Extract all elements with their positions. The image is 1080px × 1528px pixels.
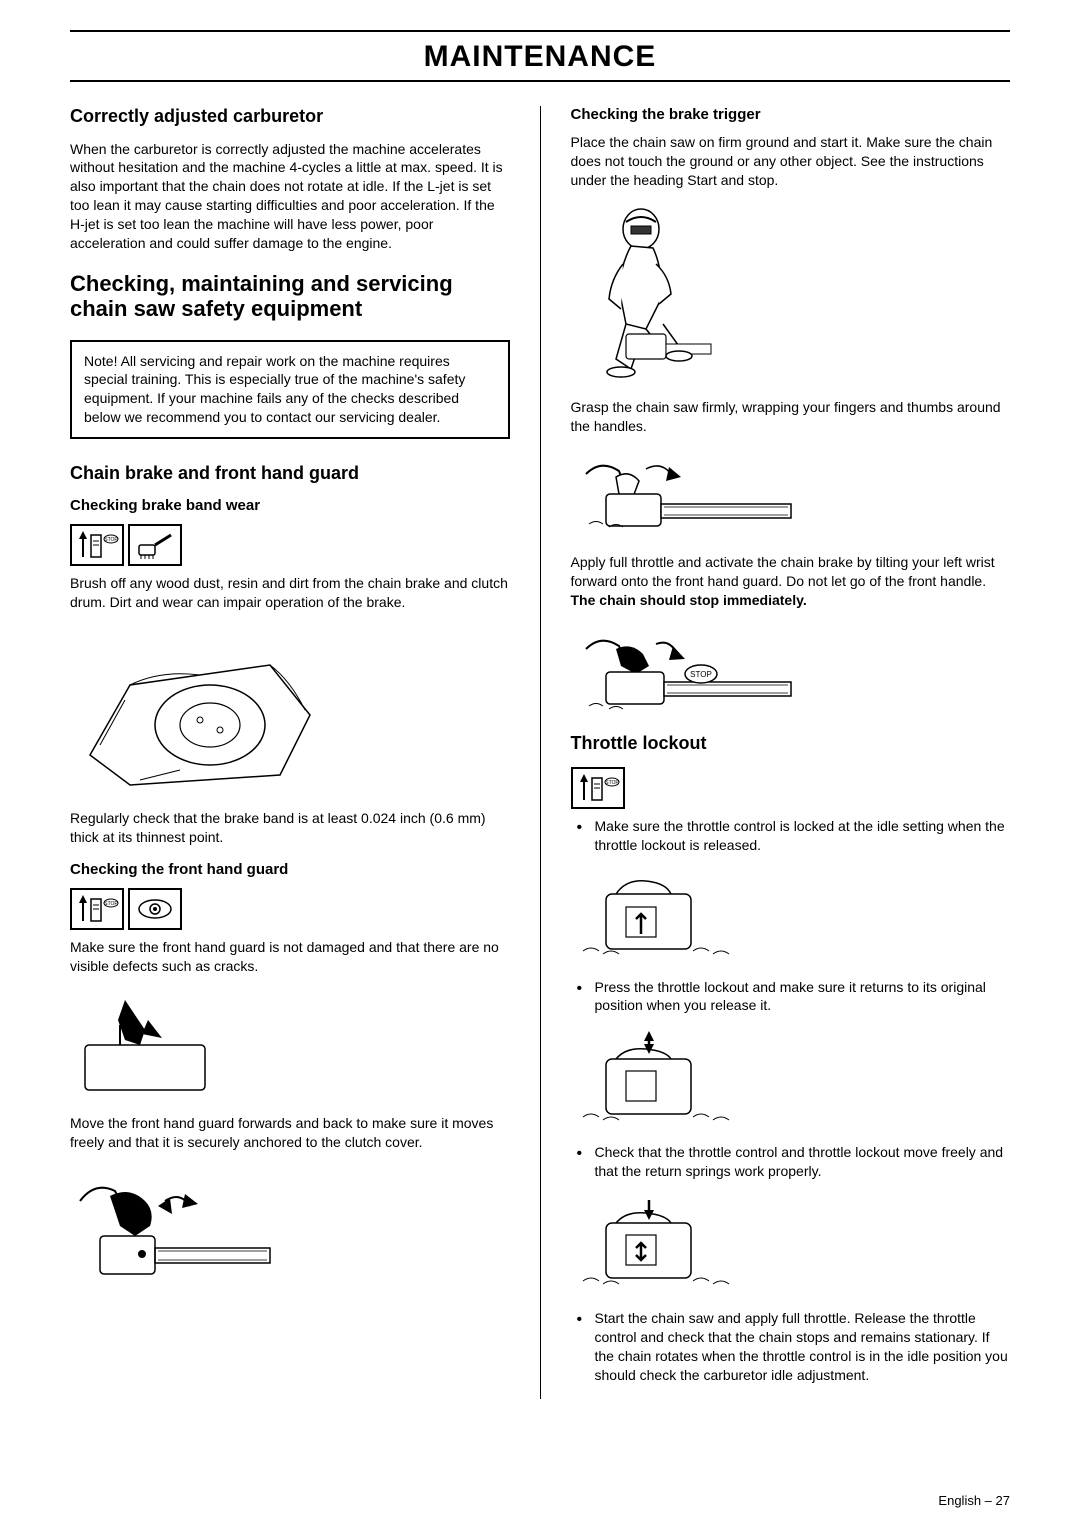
- note-box: Note! All servicing and repair work on t…: [70, 340, 510, 440]
- footer-lang: English: [938, 1493, 981, 1508]
- para-trigger-3b: The chain should stop immediately.: [571, 592, 807, 608]
- throttle-bullets-3: Check that the throttle control and thro…: [571, 1143, 1011, 1181]
- para-trigger-3: Apply full throttle and activate the cha…: [571, 553, 1011, 610]
- left-column: Correctly adjusted carburetor When the c…: [70, 106, 510, 1399]
- bullet-1: Make sure the throttle control is locked…: [571, 817, 1011, 855]
- footer-dash: –: [981, 1493, 995, 1508]
- column-divider: [540, 106, 541, 1399]
- figure-brake-activate: STOP: [571, 624, 1011, 719]
- icon-row-front-guard: STOP: [70, 888, 510, 930]
- eye-icon: [128, 888, 182, 930]
- throttle-bullets: Make sure the throttle control is locked…: [571, 817, 1011, 855]
- figure-operator-kneeling: [571, 204, 1011, 384]
- para-trigger-1: Place the chain saw on firm ground and s…: [571, 133, 1011, 190]
- icon-row-brake-band: STOP: [70, 524, 510, 566]
- para-front-guard-1: Make sure the front hand guard is not da…: [70, 938, 510, 976]
- para-trigger-3a: Apply full throttle and activate the cha…: [571, 554, 995, 589]
- heading-throttle-lockout: Throttle lockout: [571, 733, 1011, 755]
- heading-carburetor: Correctly adjusted carburetor: [70, 106, 510, 128]
- throttle-bullets-4: Start the chain saw and apply full throt…: [571, 1309, 1011, 1385]
- svg-text:STOP: STOP: [104, 901, 118, 907]
- figure-clutch-drum: [70, 625, 510, 795]
- figure-throttle-3: [571, 1195, 1011, 1295]
- right-column: Checking the brake trigger Place the cha…: [571, 106, 1011, 1399]
- figure-hand-guard-move: [70, 1166, 510, 1286]
- manual-stop-icon: STOP: [571, 767, 625, 809]
- throttle-bullets-2: Press the throttle lockout and make sure…: [571, 978, 1011, 1016]
- heading-brake-trigger: Checking the brake trigger: [571, 106, 1011, 123]
- para-front-guard-2: Move the front hand guard forwards and b…: [70, 1114, 510, 1152]
- footer-num: 27: [996, 1493, 1010, 1508]
- title-rule: [70, 80, 1010, 82]
- para-brake-band-1: Brush off any wood dust, resin and dirt …: [70, 574, 510, 612]
- svg-text:STOP: STOP: [605, 780, 619, 786]
- manual-stop-icon: STOP: [70, 888, 124, 930]
- heading-chain-brake: Chain brake and front hand guard: [70, 463, 510, 485]
- figure-grip-saw: [571, 449, 1011, 539]
- brush-icon: [128, 524, 182, 566]
- bullet-3: Check that the throttle control and thro…: [571, 1143, 1011, 1181]
- note-text: Note! All servicing and repair work on t…: [84, 353, 465, 426]
- page-footer: English – 27: [938, 1493, 1010, 1508]
- icon-row-throttle: STOP: [571, 767, 1011, 809]
- page-title: MAINTENANCE: [70, 40, 1010, 74]
- heading-brake-band: Checking brake band wear: [70, 497, 510, 514]
- figure-throttle-1: [571, 869, 1011, 964]
- stop-label: STOP: [690, 670, 712, 679]
- para-brake-band-2: Regularly check that the brake band is a…: [70, 809, 510, 847]
- top-rule: [70, 30, 1010, 32]
- svg-text:STOP: STOP: [104, 537, 118, 543]
- para-carburetor: When the carburetor is correctly adjuste…: [70, 140, 510, 253]
- para-trigger-2: Grasp the chain saw firmly, wrapping you…: [571, 398, 1011, 436]
- manual-stop-icon: STOP: [70, 524, 124, 566]
- heading-front-guard: Checking the front hand guard: [70, 861, 510, 878]
- bullet-4: Start the chain saw and apply full throt…: [571, 1309, 1011, 1385]
- content-columns: Correctly adjusted carburetor When the c…: [70, 106, 1010, 1399]
- bullet-2: Press the throttle lockout and make sure…: [571, 978, 1011, 1016]
- figure-hand-guard-press: [70, 990, 510, 1100]
- heading-safety-equipment: Checking, maintaining and servicing chai…: [70, 271, 510, 322]
- figure-throttle-2: [571, 1029, 1011, 1129]
